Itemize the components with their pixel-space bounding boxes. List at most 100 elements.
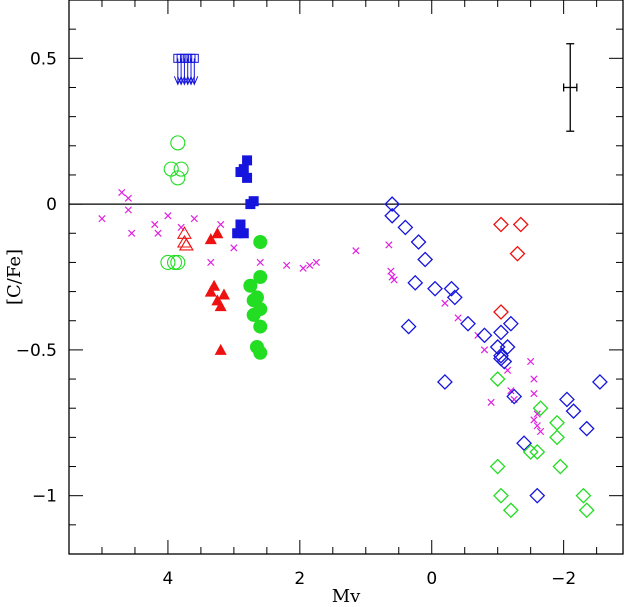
cross-point: [530, 416, 538, 424]
error-bar-group: [562, 43, 578, 132]
open-diamond-point: [496, 353, 513, 370]
filled-triangle-point: [208, 279, 221, 291]
open-diamond-point: [410, 234, 427, 250]
open-diamond-point: [565, 403, 582, 420]
cross-point: [312, 258, 320, 267]
cross-point: [390, 276, 398, 284]
filled-square-point: [238, 228, 249, 239]
cross-point: [306, 261, 314, 269]
filled-triangle-point: [217, 288, 230, 300]
open-diamond-point: [493, 487, 509, 504]
cross-point: [441, 299, 449, 307]
open-diamond-point: [443, 280, 460, 297]
open-diamond-point: [502, 315, 519, 332]
cross-point: [487, 398, 495, 407]
cross-point: [507, 387, 515, 395]
filled-square-point: [242, 155, 253, 166]
cross-point: [98, 215, 106, 223]
open-diamond-point: [493, 216, 509, 233]
open-diamond-point: [489, 458, 506, 475]
cross-point: [533, 422, 541, 430]
cross-point: [530, 390, 538, 398]
cross-point: [283, 261, 291, 269]
open-diamond-point: [499, 339, 516, 355]
cross-point: [190, 215, 198, 223]
tick-labels: 4 2 0 −2 0.5 0 −0.5 −1: [16, 49, 576, 589]
open-circle-point: [166, 254, 183, 270]
cross-point: [164, 212, 172, 220]
open-circle-point: [170, 135, 186, 151]
open-diamond-point: [493, 304, 509, 320]
cross-point: [299, 264, 307, 272]
x-tick-label: 4: [163, 569, 174, 589]
open-diamond-point: [559, 391, 575, 408]
filled-triangle-point: [204, 285, 217, 297]
open-diamond-point: [437, 374, 453, 390]
open-diamond-point: [529, 487, 546, 504]
open-triangle-point: [178, 237, 194, 251]
open-diamond-point: [512, 216, 529, 233]
cross-point: [385, 241, 393, 249]
open-diamond-point: [460, 315, 476, 332]
open-diamond-point: [502, 502, 519, 519]
filled-square-point: [235, 219, 246, 230]
cross-point: [480, 346, 489, 354]
cross-point: [124, 194, 132, 202]
filled-circle-point: [253, 270, 268, 284]
cross-point: [217, 220, 225, 229]
open-diamond-point: [591, 374, 608, 390]
x-axis-title: Mv: [332, 586, 361, 607]
open-diamond-point: [575, 487, 592, 504]
filled-triangle-point: [214, 300, 227, 312]
filled-triangle-point: [204, 233, 217, 245]
filled-triangle-point: [214, 343, 227, 355]
cross-point: [118, 188, 126, 197]
filled-circle-point: [249, 290, 264, 305]
open-diamond-point: [529, 444, 546, 460]
cross-point: [151, 220, 159, 229]
open-diamond-point: [384, 196, 401, 213]
open-circle-point: [173, 161, 189, 177]
open-diamond-point: [476, 327, 493, 344]
open-diamond-point: [407, 274, 424, 291]
open-diamond-point: [578, 502, 595, 519]
open-diamond-point: [549, 414, 565, 431]
cross-point: [527, 357, 535, 366]
open-triangle-point: [176, 226, 192, 239]
cross-point: [530, 375, 538, 383]
cross-point: [256, 258, 264, 267]
open-circle-point: [170, 170, 186, 186]
y-tick-label: 0: [46, 195, 57, 215]
data-points: [98, 53, 608, 519]
open-diamond-point: [506, 388, 523, 405]
cross-point: [352, 247, 360, 255]
open-diamond-point: [493, 347, 509, 364]
filled-triangle-point: [211, 227, 224, 239]
open-circle-point: [160, 254, 176, 270]
y-tick-label: 0.5: [30, 49, 57, 69]
open-diamond-point: [400, 318, 417, 335]
cross-point: [124, 206, 132, 214]
open-diamond-point: [493, 324, 509, 341]
open-diamond-point: [417, 251, 434, 268]
filled-circle-point: [253, 235, 268, 250]
cross-point: [387, 267, 395, 275]
axis-ticks: [69, 0, 623, 554]
open-diamond-point: [489, 371, 506, 387]
cross-point: [454, 314, 462, 322]
open-diamond-point: [549, 429, 565, 446]
open-diamond-point: [509, 245, 526, 262]
upper-limit-point: [189, 53, 199, 86]
cross-point: [533, 410, 541, 418]
filled-circle-point: [253, 345, 268, 360]
x-tick-label: 0: [426, 569, 437, 589]
open-diamond-point: [397, 219, 414, 236]
x-tick-label: −2: [551, 569, 576, 589]
filled-square-point: [245, 199, 256, 210]
y-axis-title: [C/Fe]: [4, 249, 25, 305]
x-tick-label: 2: [294, 569, 305, 589]
plot-frame: [68, 0, 624, 555]
filled-square-point: [232, 228, 243, 239]
open-diamond-point: [578, 420, 595, 437]
